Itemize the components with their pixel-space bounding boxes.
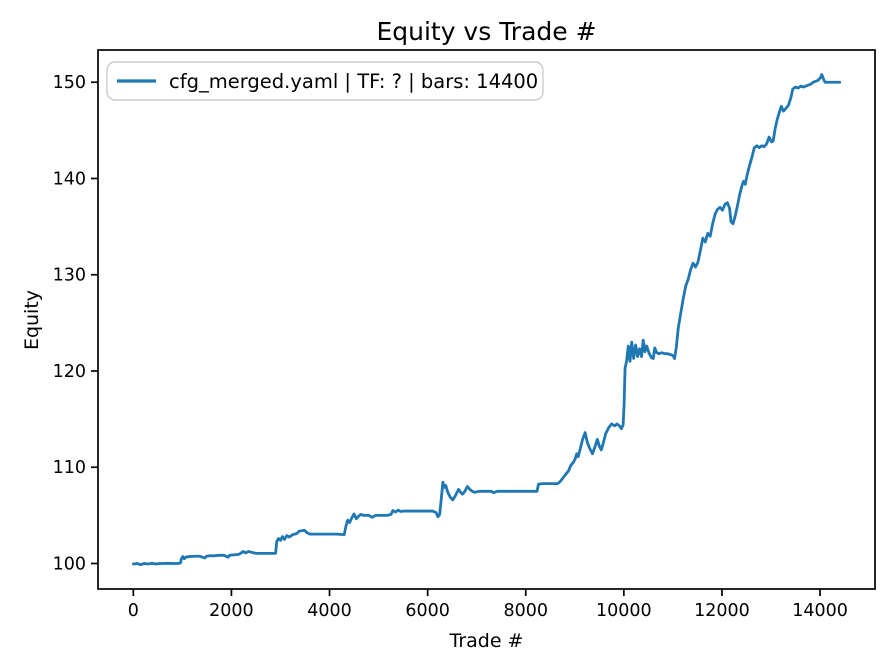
x-tick-label: 4000 (307, 601, 352, 621)
axes: 0 2000 4000 6000 8000 10000 12000 14000 100 110 12… (53, 49, 876, 621)
x-tick-label: 8000 (503, 601, 548, 621)
y-tick-label: 120 (53, 362, 86, 382)
chart-title: Equity vs Trade # (376, 17, 596, 46)
x-axis-label: Trade # (449, 630, 524, 652)
plot-spines (97, 49, 876, 590)
x-tick-label: 6000 (405, 601, 450, 621)
legend-label: cfg_merged.yaml | TF: ? | bars: 14400 (169, 70, 538, 93)
y-tick-label: 110 (53, 458, 86, 478)
x-tick-label: 10000 (596, 601, 652, 621)
x-tick-label: 0 (128, 601, 139, 621)
y-axis-label: Equity (21, 290, 43, 350)
legend-box (106, 61, 544, 101)
x-tick-label: 12000 (694, 601, 750, 621)
x-tick-label: 2000 (209, 601, 254, 621)
x-tick-label: 14000 (792, 601, 848, 621)
legend: cfg_merged.yaml | TF: ? | bars: 14400 (106, 61, 544, 101)
y-tick-label: 140 (53, 169, 86, 189)
equity-line (131, 73, 842, 567)
y-tick-label: 150 (53, 73, 86, 93)
equity-line-series (131, 73, 842, 567)
y-tick-label: 100 (53, 554, 86, 574)
y-tick-label: 130 (53, 266, 86, 286)
